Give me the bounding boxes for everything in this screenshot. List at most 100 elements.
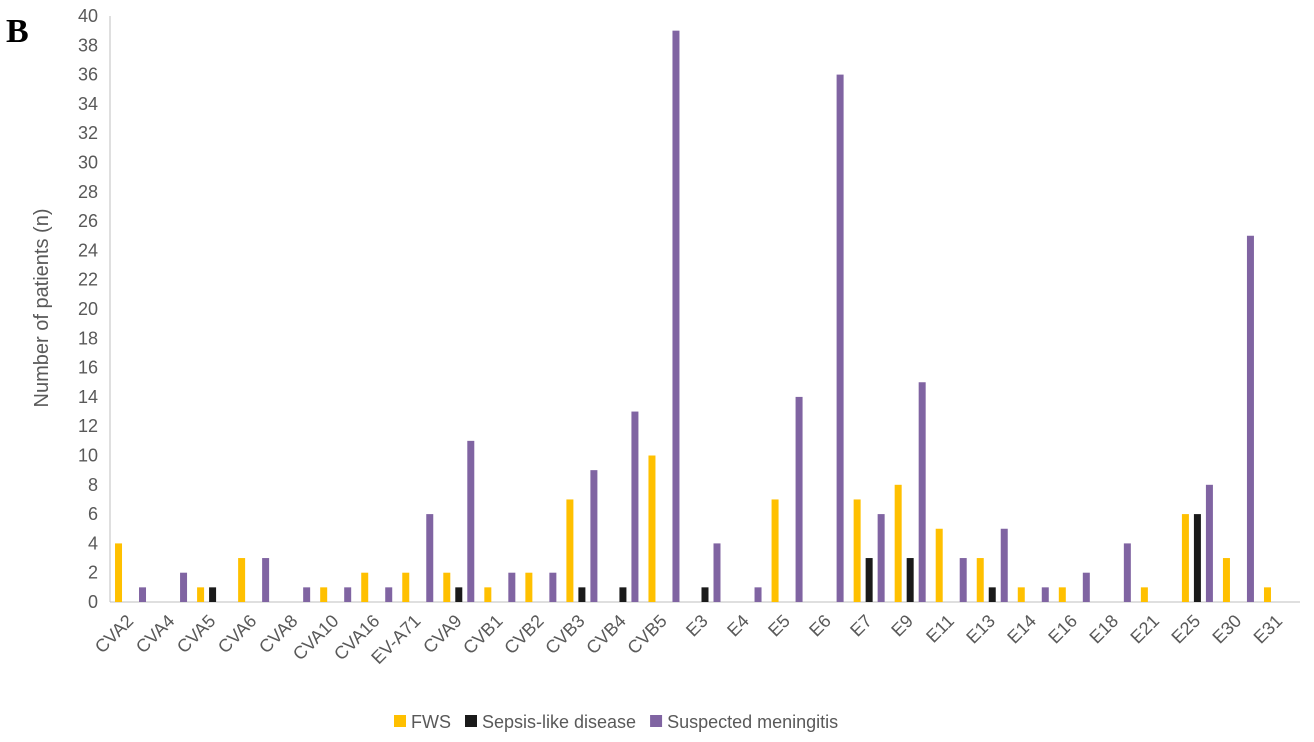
x-tick-label: CVA10 [289, 611, 343, 665]
y-tick-label: 40 [78, 6, 98, 26]
bar-sepsis-like-disease [988, 587, 996, 602]
bar-suspected-meningitis [262, 558, 270, 602]
legend-label: Sepsis-like disease [482, 712, 636, 732]
bar-fws [1181, 514, 1189, 602]
y-tick-label: 24 [78, 240, 98, 260]
y-tick-label: 18 [78, 328, 98, 348]
bar-sepsis-like-disease [906, 558, 914, 602]
bar-fws [1058, 587, 1066, 602]
bar-sepsis-like-disease [701, 587, 709, 602]
panel-letter: B [6, 13, 29, 50]
legend-label: Suspected meningitis [667, 712, 838, 732]
bar-fws [648, 455, 656, 602]
x-tick-label: E9 [887, 611, 917, 641]
x-tick-label: E7 [846, 611, 876, 641]
x-tick-label: CVA9 [419, 611, 465, 657]
bar-fws [1263, 587, 1271, 602]
bar-suspected-meningitis [1123, 543, 1131, 602]
y-tick-label: 10 [78, 446, 98, 466]
y-tick-label: 14 [78, 387, 98, 407]
bar-fws [197, 587, 205, 602]
x-tick-label: CVA2 [91, 611, 137, 657]
bar-fws [361, 572, 369, 602]
x-tick-label: E21 [1126, 611, 1163, 648]
legend-label: FWS [411, 712, 451, 732]
y-axis-label: Number of patients (n) [31, 209, 53, 408]
bar-fws [115, 543, 123, 602]
bar-suspected-meningitis [1205, 484, 1213, 602]
x-tick-label: E16 [1044, 611, 1081, 648]
bar-sepsis-like-disease [865, 558, 873, 602]
y-tick-label: 4 [88, 533, 98, 553]
y-tick-label: 0 [88, 592, 98, 612]
bar-suspected-meningitis [713, 543, 721, 602]
bar-fws [976, 558, 984, 602]
bar-fws [402, 572, 410, 602]
bar-suspected-meningitis [795, 396, 803, 602]
bar-fws [1017, 587, 1025, 602]
bar-suspected-meningitis [385, 587, 393, 602]
bar-suspected-meningitis [672, 30, 680, 602]
bar-fws [1140, 587, 1148, 602]
legend-swatch [394, 715, 406, 727]
legend: FWS Sepsis-like disease Suspected meningit… [394, 712, 838, 732]
bar-sepsis-like-disease [455, 587, 463, 602]
bar-suspected-meningitis [1041, 587, 1049, 602]
bar-suspected-meningitis [508, 572, 516, 602]
x-tick-label: CVB2 [500, 611, 547, 658]
bar-sepsis-like-disease [1193, 514, 1201, 602]
y-tick-label: 34 [78, 94, 98, 114]
x-tick-label: CVA6 [214, 611, 260, 657]
bar-suspected-meningitis [631, 411, 639, 602]
bar-suspected-meningitis [877, 514, 885, 602]
legend-swatch [465, 715, 477, 727]
x-tick-label: CVB3 [541, 611, 588, 658]
x-tick-label: E5 [764, 611, 794, 641]
bar-fws [935, 528, 943, 602]
y-tick-label: 16 [78, 358, 98, 378]
y-tick-label: 32 [78, 123, 98, 143]
x-tick-label: CVB5 [623, 611, 670, 658]
x-tick-label: E18 [1085, 611, 1122, 648]
bar-suspected-meningitis [139, 587, 147, 602]
bar-suspected-meningitis [959, 558, 967, 602]
x-tick-label: E25 [1167, 611, 1204, 648]
x-tick-label: CVA5 [173, 611, 219, 657]
bar-fws [525, 572, 533, 602]
bar-suspected-meningitis [836, 74, 844, 603]
y-tick-label: 8 [88, 475, 98, 495]
bar-sepsis-like-disease [619, 587, 627, 602]
bar-sepsis-like-disease [578, 587, 586, 602]
legend-swatch [650, 715, 663, 727]
bar-fws [238, 558, 246, 602]
bar-fws [853, 499, 861, 602]
x-tick-label: E4 [723, 611, 753, 641]
bar-suspected-meningitis [754, 587, 762, 602]
x-tick-labels: CVA2CVA4CVA5CVA6CVA8CVA10CVA16EV-A71CVA9… [91, 611, 1286, 668]
bar-fws [484, 587, 492, 602]
bar-suspected-meningitis [1246, 235, 1254, 602]
x-tick-label: E13 [962, 611, 999, 648]
bar-suspected-meningitis [467, 440, 475, 602]
x-tick-label: E31 [1250, 611, 1287, 648]
x-tick-label: E6 [805, 611, 835, 641]
bar-suspected-meningitis [549, 572, 557, 602]
bar-suspected-meningitis [426, 514, 434, 602]
y-tick-label: 2 [88, 563, 98, 583]
bar-suspected-meningitis [180, 572, 188, 602]
bar-suspected-meningitis [303, 587, 311, 602]
y-tick-label: 28 [78, 182, 98, 202]
x-tick-label: CVB1 [459, 611, 506, 658]
bars [115, 30, 1271, 603]
x-tick-label: CVA4 [132, 611, 178, 657]
y-tick-label: 20 [78, 299, 98, 319]
x-tick-label: E14 [1003, 611, 1040, 648]
bar-fws [443, 572, 451, 602]
bar-fws [320, 587, 328, 602]
bar-suspected-meningitis [918, 382, 926, 602]
x-tick-label: E11 [922, 611, 958, 647]
bar-suspected-meningitis [590, 470, 598, 602]
bar-suspected-meningitis [344, 587, 352, 602]
